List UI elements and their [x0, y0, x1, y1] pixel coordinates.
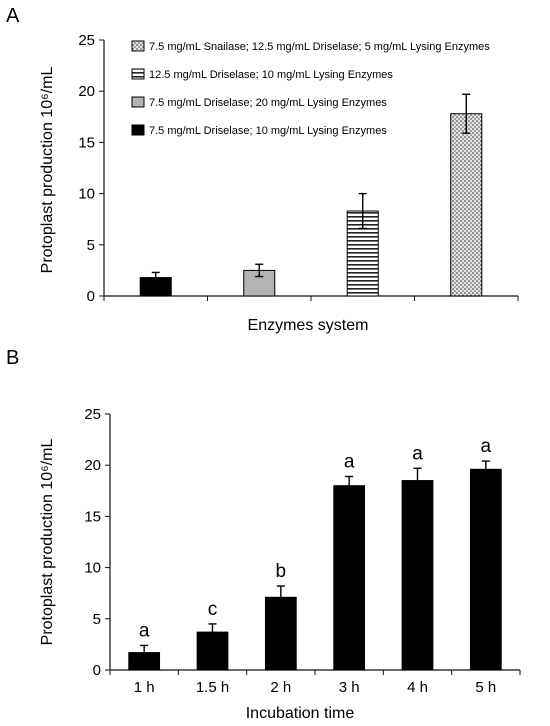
y-tick-label: 0 — [93, 662, 101, 679]
x-tick-label: 4 h — [407, 679, 428, 696]
y-tick-label: 20 — [78, 83, 95, 100]
chart-b-ylabel: Protoplast production 10⁶/mL — [39, 439, 56, 646]
bar — [333, 485, 366, 671]
bar-annotation: a — [412, 443, 423, 464]
x-tick-label: 3 h — [339, 679, 360, 696]
y-tick-label: 15 — [84, 508, 101, 525]
bar — [128, 652, 161, 671]
legend-swatch — [131, 96, 145, 108]
bar — [469, 468, 502, 671]
y-tick-label: 5 — [87, 237, 95, 254]
y-tick-label: 15 — [78, 134, 95, 151]
y-tick-label: 10 — [78, 186, 95, 203]
bar — [264, 596, 297, 671]
x-tick-label: 5 h — [475, 679, 496, 696]
legend-label: 12.5 mg/mL Driselase; 10 mg/mL Lysing En… — [149, 69, 393, 81]
legend-label: 7.5 mg/mL Snailase; 12.5 mg/mL Driselase… — [149, 41, 490, 53]
panel-a-label: A — [6, 5, 20, 27]
y-tick-label: 20 — [84, 457, 101, 474]
bar — [450, 113, 483, 297]
chart-b-xlabel: Incubation time — [246, 705, 355, 722]
legend-swatch — [131, 40, 145, 52]
y-tick-label: 10 — [84, 560, 101, 577]
bar — [401, 480, 434, 671]
bar — [196, 631, 229, 671]
x-tick-label: 1.5 h — [196, 679, 229, 696]
bar-annotation: a — [344, 451, 355, 472]
legend-swatch — [131, 68, 145, 80]
x-tick-label: 1 h — [134, 679, 155, 696]
chart-a-xlabel: Enzymes system — [248, 317, 369, 334]
legend-label: 7.5 mg/mL Driselase; 10 mg/mL Lysing Enz… — [149, 125, 387, 137]
chart-b: 0 5 10 15 20 25 a 1 h c 1.5 h b 2 h a 3 h a 4 h a 5 h — [84, 406, 521, 696]
chart-a-ylabel: Protoplast production 10⁶/mL — [39, 67, 56, 274]
y-tick-label: 5 — [93, 611, 101, 628]
y-tick-label: 25 — [78, 32, 95, 49]
bar-annotation: a — [139, 620, 150, 641]
bar-annotation: a — [481, 436, 492, 457]
chart-a: 0 5 10 15 20 25 7.5 mg/mL Snailase; 12.5 mg/mL… — [78, 32, 519, 305]
y-tick-label: 25 — [84, 406, 101, 423]
legend-swatch — [131, 124, 145, 136]
panel-b-label: B — [6, 347, 19, 369]
x-tick-label: 2 h — [270, 679, 291, 696]
legend-label: 7.5 mg/mL Driselase; 20 mg/mL Lysing Enz… — [149, 97, 387, 109]
y-tick-label: 0 — [87, 288, 95, 305]
bar-annotation: b — [276, 561, 287, 582]
bar-annotation: c — [208, 599, 218, 620]
